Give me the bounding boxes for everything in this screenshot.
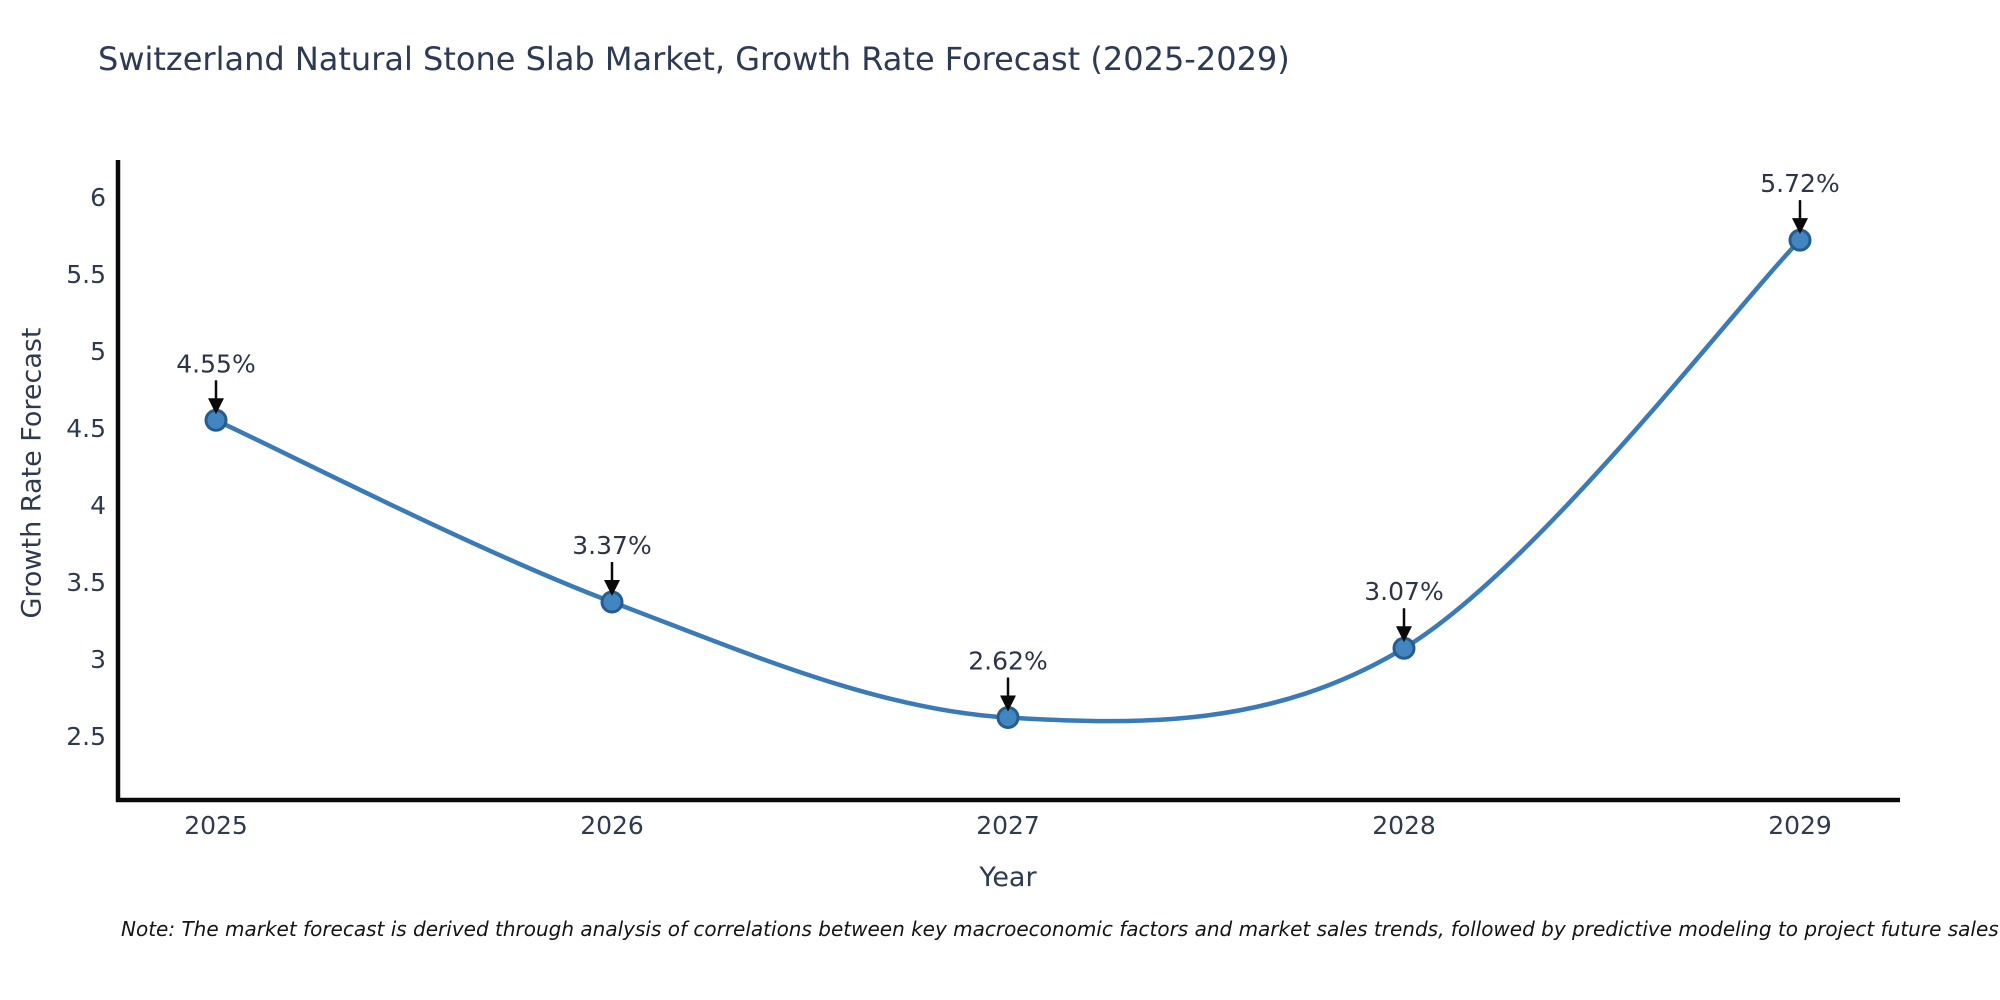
x-tick-label: 2029 — [1768, 811, 1832, 840]
annotation-arrowhead-icon — [208, 398, 224, 415]
y-axis-title: Growth Rate Forecast — [16, 327, 48, 619]
x-tick-label: 2027 — [976, 811, 1040, 840]
annotation-arrowhead-icon — [1000, 695, 1016, 712]
y-tick-label: 6 — [90, 183, 106, 212]
x-axis-title: Year — [979, 862, 1037, 893]
annotation-arrowhead-icon — [1396, 626, 1412, 643]
x-tick-label: 2026 — [580, 811, 644, 840]
annotation-arrowhead-icon — [1792, 218, 1808, 235]
y-tick-label: 3 — [90, 645, 106, 674]
point-value-label: 3.37% — [572, 531, 651, 560]
axis-spines — [115, 160, 1900, 803]
chart-title: Switzerland Natural Stone Slab Market, G… — [98, 40, 1290, 78]
point-value-label: 5.72% — [1760, 169, 1839, 198]
trend-line — [213, 237, 1803, 724]
y-tick-label: 5.5 — [66, 260, 106, 289]
y-tick-label: 2.5 — [66, 722, 106, 751]
y-tick-label: 3.5 — [66, 568, 106, 597]
y-tick-label: 4.5 — [66, 414, 106, 443]
footnote: Note: The market forecast is derived thr… — [121, 917, 1999, 941]
point-value-label: 3.07% — [1364, 577, 1443, 606]
point-value-label: 4.55% — [176, 349, 255, 378]
x-tick-label: 2025 — [184, 811, 248, 840]
x-tick-label: 2028 — [1372, 811, 1436, 840]
y-tick-label: 4 — [90, 491, 106, 520]
y-tick-label: 5 — [90, 337, 106, 366]
point-value-label: 2.62% — [968, 647, 1047, 676]
annotation-arrowhead-icon — [604, 580, 620, 597]
